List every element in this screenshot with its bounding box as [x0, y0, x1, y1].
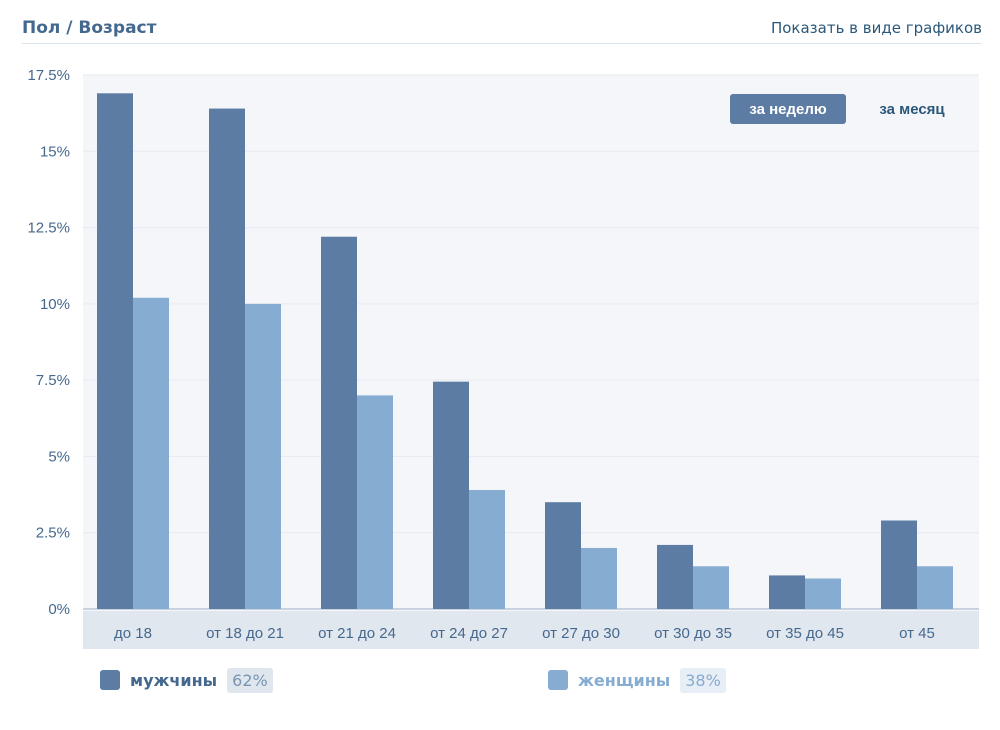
- bars: [97, 93, 953, 610]
- x-tick-label: до 18: [114, 625, 152, 642]
- y-axis: 0% 2.5% 5% 7.5% 10% 12.5% 15% 17.5%: [27, 67, 70, 618]
- bar-men-6[interactable]: [769, 575, 805, 609]
- x-axis-band: [83, 611, 979, 649]
- bar-men-2[interactable]: [321, 236, 357, 609]
- period-month-label: за месяц: [879, 101, 945, 118]
- x-axis: до 18 от 18 до 21 от 21 до 24 от 24 до 27 от…: [114, 625, 935, 642]
- legend-men-label: мужчины: [130, 670, 218, 690]
- bar-men-5[interactable]: [657, 544, 693, 609]
- bar-women-5[interactable]: [693, 566, 729, 609]
- legend-women[interactable]: женщины 38%: [548, 666, 726, 694]
- legend-women-percent: 38%: [680, 667, 726, 693]
- y-tick-label: 5%: [48, 448, 70, 465]
- period-week-button[interactable]: за неделю: [730, 94, 846, 124]
- bar-men-1[interactable]: [209, 108, 245, 610]
- show-as-graphs-link[interactable]: Показать в виде графиков: [770, 19, 982, 37]
- x-tick-label: от 27 до 30: [542, 625, 620, 642]
- bar-women-0[interactable]: [133, 297, 169, 609]
- bar-men-0[interactable]: [97, 93, 133, 609]
- period-month-button[interactable]: за месяц: [879, 101, 945, 118]
- y-tick-label: 10%: [40, 296, 70, 313]
- page-title: Пол / Возраст: [22, 18, 157, 38]
- period-week-button-bg: [730, 94, 846, 124]
- x-tick-label: от 30 до 35: [654, 625, 732, 642]
- period-week-label: за неделю: [749, 101, 827, 118]
- bar-women-7[interactable]: [917, 566, 953, 609]
- y-tick-label: 15%: [40, 143, 70, 160]
- x-tick-label: от 35 до 45: [766, 625, 844, 642]
- bar-women-1[interactable]: [245, 303, 281, 609]
- y-tick-label: 2.5%: [36, 525, 70, 542]
- bar-women-4[interactable]: [581, 547, 617, 609]
- legend-men-percent: 62%: [227, 667, 273, 693]
- bar-men-3[interactable]: [433, 381, 469, 609]
- bar-women-2[interactable]: [357, 395, 393, 609]
- legend-men[interactable]: мужчины 62%: [100, 666, 273, 694]
- x-tick-label: от 18 до 21: [206, 625, 284, 642]
- x-tick-label: от 24 до 27: [430, 625, 508, 642]
- legend-women-label: женщины: [578, 670, 671, 690]
- x-tick-label: от 21 до 24: [318, 625, 396, 642]
- x-tick-label: от 45: [899, 625, 935, 642]
- y-tick-label: 17.5%: [27, 67, 70, 84]
- bar-women-6[interactable]: [805, 578, 841, 609]
- y-tick-label: 0%: [48, 601, 70, 618]
- bar-men-4[interactable]: [545, 502, 581, 609]
- section-header: Пол / Возраст Показать в виде графиков: [22, 10, 982, 44]
- bar-men-7[interactable]: [881, 520, 917, 609]
- y-tick-label: 7.5%: [36, 372, 70, 389]
- bar-women-3[interactable]: [469, 489, 505, 609]
- legend-women-swatch: [548, 670, 568, 690]
- y-tick-label: 12.5%: [27, 220, 70, 237]
- legend-men-swatch: [100, 670, 120, 690]
